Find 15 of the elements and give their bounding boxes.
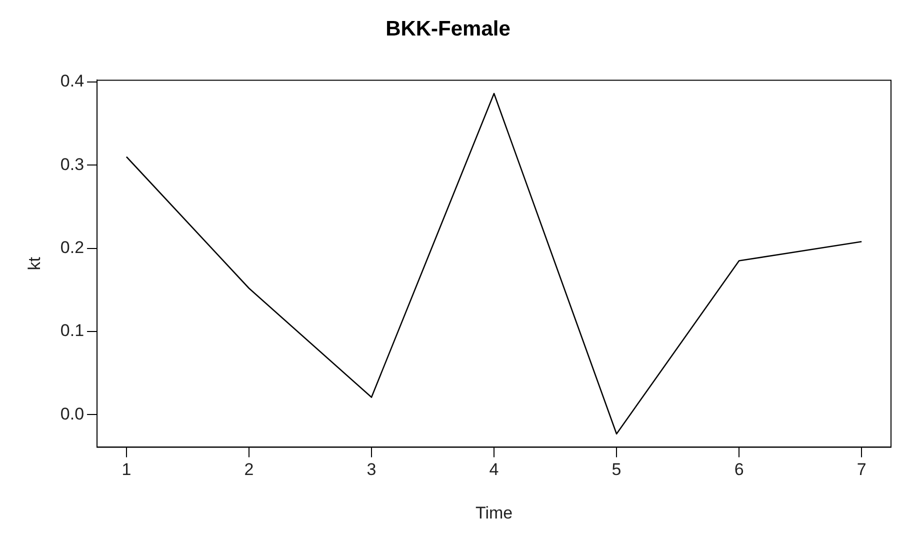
y-tick-label: 0.3: [60, 154, 84, 174]
x-tick-label: 7: [856, 460, 866, 480]
x-tick-label: 6: [734, 460, 744, 480]
x-tick-label: 5: [612, 460, 622, 480]
x-tick-label: 1: [122, 460, 132, 480]
y-tick-label: 0.0: [60, 404, 84, 424]
y-tick-label: 0.2: [60, 238, 84, 257]
x-tick-label: 2: [244, 460, 254, 480]
chart-title: BKK-Female: [386, 17, 510, 40]
x-tick-label: 3: [366, 460, 376, 480]
y-tick-label: 0.4: [60, 72, 84, 91]
x-axis-title: Time: [475, 503, 513, 522]
y-axis-title: kt: [24, 256, 44, 270]
y-tick-label: 0.1: [60, 321, 84, 340]
x-tick-label: 4: [489, 460, 499, 480]
